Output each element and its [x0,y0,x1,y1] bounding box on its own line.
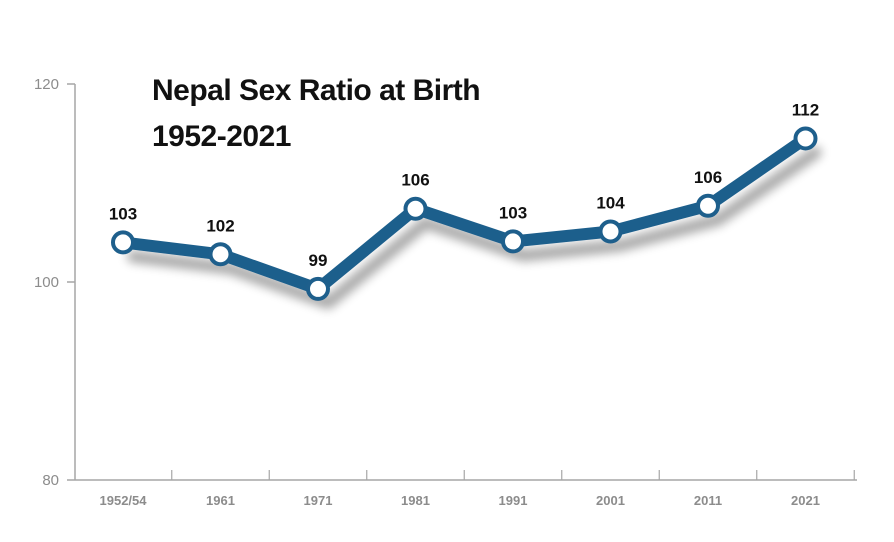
data-label: 112 [792,100,819,119]
data-label: 106 [694,168,722,187]
y-tick-label: 120 [34,76,59,93]
axes: 80 100 120 1952/54 1961 1971 1981 1991 2001 2011 2… [34,76,857,508]
data-point-marker [598,219,623,244]
x-tick-label: 2001 [596,493,625,508]
data-point-marker [208,242,233,267]
x-tick-label: 1952/54 [100,493,148,508]
x-tick-label: 1961 [206,493,235,508]
data-label: 103 [109,204,137,223]
y-tick-label: 80 [42,472,59,489]
x-tick-label: 1981 [401,493,430,508]
x-tick-label: 2011 [694,493,722,508]
data-series [111,126,818,301]
chart-title-line-1: Nepal Sex Ratio at Birth [152,74,481,107]
data-point-marker [306,276,330,301]
data-point-marker [793,126,818,151]
data-label: 103 [499,203,527,222]
data-label: 99 [309,251,328,270]
data-labels: 103 102 99 106 103 104 106 112 [109,100,819,269]
x-tick-label: 1991 [499,493,528,508]
y-tick-label: 100 [34,274,59,291]
series-line [117,132,812,295]
data-label: 106 [401,171,429,190]
data-point-marker [501,229,525,254]
data-label: 102 [206,216,234,235]
x-tick-label: 2021 [791,493,820,508]
data-label: 104 [596,194,625,213]
x-tick-label: 1971 [304,493,333,508]
data-point-marker [111,230,135,255]
chart-title-line-2: 1952-2021 [152,120,291,153]
data-point-marker [696,193,720,218]
data-point-marker [403,196,428,221]
